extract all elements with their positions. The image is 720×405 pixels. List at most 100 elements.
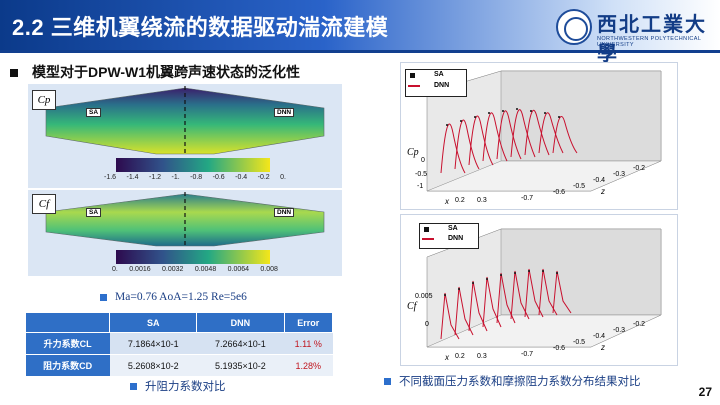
legend-dnn: DNN bbox=[434, 82, 450, 89]
page-title: 2.2 三维机翼绕流的数据驱动湍流建模 bbox=[12, 15, 389, 40]
cf-zlabel: z bbox=[601, 343, 605, 352]
cp-xtick: 0.3 bbox=[477, 197, 487, 204]
flow-condition: Ma=0.76 AoA=1.25 Re=5e6 bbox=[100, 291, 247, 303]
cf-wing-contour bbox=[45, 192, 325, 264]
cf-3d-plot: SA DNN Cf 0.005 0 0.2 0.3 x -0.7 -0.6 -0… bbox=[400, 214, 678, 366]
cf-tag-dnn: DNN bbox=[274, 208, 295, 217]
dnn-line-icon bbox=[408, 85, 420, 87]
cf-3d-axes bbox=[426, 228, 662, 348]
table-header: DNN bbox=[196, 312, 285, 333]
cp-xtick: 0.2 bbox=[455, 197, 465, 204]
subtitle-text: 模型对于DPW-W1机翼跨声速状态的泛化性 bbox=[32, 64, 301, 80]
university-seal-icon bbox=[556, 9, 592, 45]
cp-ztick: -0.6 bbox=[553, 189, 566, 196]
bullet-square-icon bbox=[130, 383, 137, 391]
left-caption-text: 升阻力系数对比 bbox=[145, 381, 226, 393]
coefficient-table: SA DNN Error 升力系数CL 7.1864×10-1 7.2664×1… bbox=[24, 312, 333, 377]
cp-tick: -0.6 bbox=[212, 174, 225, 181]
cf-ylabel: Cf bbox=[407, 301, 417, 312]
table-header: Error bbox=[283, 312, 333, 333]
cf-ztick: -0.3 bbox=[613, 327, 626, 334]
dnn-line-icon bbox=[422, 238, 434, 240]
cp-ztick: -0.7 bbox=[521, 195, 534, 202]
cf-ytick: 0.005 bbox=[415, 293, 433, 300]
cp-ytick: -0.5 bbox=[415, 171, 428, 178]
row-label: 升力系数CL bbox=[25, 332, 110, 355]
cell-sa: 5.2608×10-2 bbox=[109, 354, 197, 377]
row-label: 阻力系数CD bbox=[25, 354, 110, 377]
header-divider bbox=[0, 50, 720, 53]
cp-3d-plot: SA DNN Cp 0 -0.5 -1 0.2 0.3 x -0.7 -0.6 … bbox=[400, 62, 678, 210]
cf-xtick: 0.3 bbox=[477, 353, 487, 360]
table-row: 升力系数CL 7.1864×10-1 7.2664×10-1 1.11 % bbox=[25, 332, 333, 355]
sa-marker-icon bbox=[424, 227, 429, 232]
cf-xtick: 0.2 bbox=[455, 353, 465, 360]
cell-sa: 7.1864×10-1 bbox=[109, 332, 197, 355]
cp-tick: -1.4 bbox=[126, 174, 139, 181]
table-header-row: SA DNN Error bbox=[24, 312, 333, 333]
table-header bbox=[24, 312, 111, 333]
cell-error: 1.28% bbox=[284, 354, 333, 377]
cell-dnn: 7.2664×10-1 bbox=[196, 332, 284, 355]
cf-ztick: -0.5 bbox=[573, 339, 586, 346]
cp-ztick: -0.2 bbox=[633, 165, 646, 172]
cp-tick: -0.2 bbox=[257, 174, 270, 181]
cf-tick: 0.0064 bbox=[227, 266, 250, 273]
sa-marker-icon bbox=[410, 73, 415, 78]
cp-tick: -1. bbox=[171, 174, 180, 181]
cp-label: Cp bbox=[32, 90, 56, 110]
bullet-square-icon bbox=[100, 293, 107, 301]
cf-tick: 0.0048 bbox=[194, 266, 217, 273]
cp-colorbar-ticks: -1.6 -1.4 -1.2 -1. -0.8 -0.6 -0.4 -0.2 0… bbox=[104, 174, 286, 181]
cf-plot-legend: SA DNN bbox=[419, 223, 479, 249]
cf-label: Cf bbox=[32, 194, 56, 214]
section-subtitle: 模型对于DPW-W1机翼跨声速状态的泛化性 bbox=[10, 62, 300, 82]
cp-contour-panel: Cp SA DNN -1.6 -1.4 -1.2 -1. -0.8 -0.6 -… bbox=[28, 84, 342, 188]
table-header: SA bbox=[109, 312, 198, 333]
legend-sa: SA bbox=[448, 225, 458, 232]
university-name-en: NORTHWESTERN POLYTECHNICAL UNIVERSITY bbox=[597, 36, 702, 48]
cf-ztick: -0.6 bbox=[553, 345, 566, 352]
cf-ztick: -0.4 bbox=[593, 333, 606, 340]
cf-tick: 0.0032 bbox=[162, 266, 184, 273]
cp-zlabel: z bbox=[601, 187, 605, 196]
header-banner bbox=[0, 0, 720, 52]
cp-tick: -1.6 bbox=[104, 174, 117, 181]
cf-tick: 0. bbox=[112, 266, 118, 273]
legend-dnn: DNN bbox=[448, 235, 464, 242]
cp-wing-contour bbox=[45, 86, 325, 172]
cp-tick: -0.8 bbox=[190, 174, 203, 181]
cf-ztick: -0.7 bbox=[521, 351, 534, 358]
table-row: 阻力系数CD 5.2608×10-2 5.1935×10-2 1.28% bbox=[25, 354, 333, 377]
cp-ylabel: Cp bbox=[407, 147, 419, 158]
cp-ytick: 0 bbox=[421, 157, 425, 164]
left-caption: 升阻力系数对比 bbox=[130, 378, 226, 394]
cp-ytick: -1 bbox=[417, 183, 424, 190]
cell-error: 1.11 % bbox=[284, 332, 333, 355]
bullet-square-icon bbox=[10, 69, 18, 78]
cp-plot-legend: SA DNN bbox=[405, 69, 467, 97]
right-caption: 不同截面压力系数和摩擦阻力系数分布结果对比 bbox=[384, 373, 641, 389]
cp-ztick: -0.4 bbox=[593, 177, 606, 184]
university-name: 西北工業大學 bbox=[597, 12, 707, 65]
cp-tick: -0.4 bbox=[235, 174, 248, 181]
cp-tag-dnn: DNN bbox=[274, 108, 295, 117]
cell-dnn: 5.1935×10-2 bbox=[196, 354, 284, 377]
cf-ytick: 0 bbox=[425, 321, 429, 328]
condition-text: Ma=0.76 AoA=1.25 Re=5e6 bbox=[115, 291, 247, 303]
cf-xlabel: x bbox=[445, 353, 449, 362]
cf-colorbar-ticks: 0. 0.0016 0.0032 0.0048 0.0064 0.008 bbox=[112, 266, 278, 273]
cp-tick: -1.2 bbox=[149, 174, 162, 181]
cp-ztick: -0.5 bbox=[573, 183, 586, 190]
right-caption-text: 不同截面压力系数和摩擦阻力系数分布结果对比 bbox=[399, 376, 641, 388]
cf-tick: 0.008 bbox=[260, 266, 278, 273]
page-number: 27 bbox=[698, 385, 712, 399]
cp-3d-axes bbox=[426, 70, 662, 192]
cp-ztick: -0.3 bbox=[613, 171, 626, 178]
bullet-square-icon bbox=[384, 378, 391, 386]
legend-sa: SA bbox=[434, 71, 444, 78]
cp-tick: 0. bbox=[280, 174, 286, 181]
cp-tag-sa: SA bbox=[86, 108, 102, 117]
cf-contour-panel: Cf SA DNN 0. 0.0016 0.0032 0.0048 0.0064… bbox=[28, 190, 342, 276]
cf-tag-sa: SA bbox=[86, 208, 102, 217]
